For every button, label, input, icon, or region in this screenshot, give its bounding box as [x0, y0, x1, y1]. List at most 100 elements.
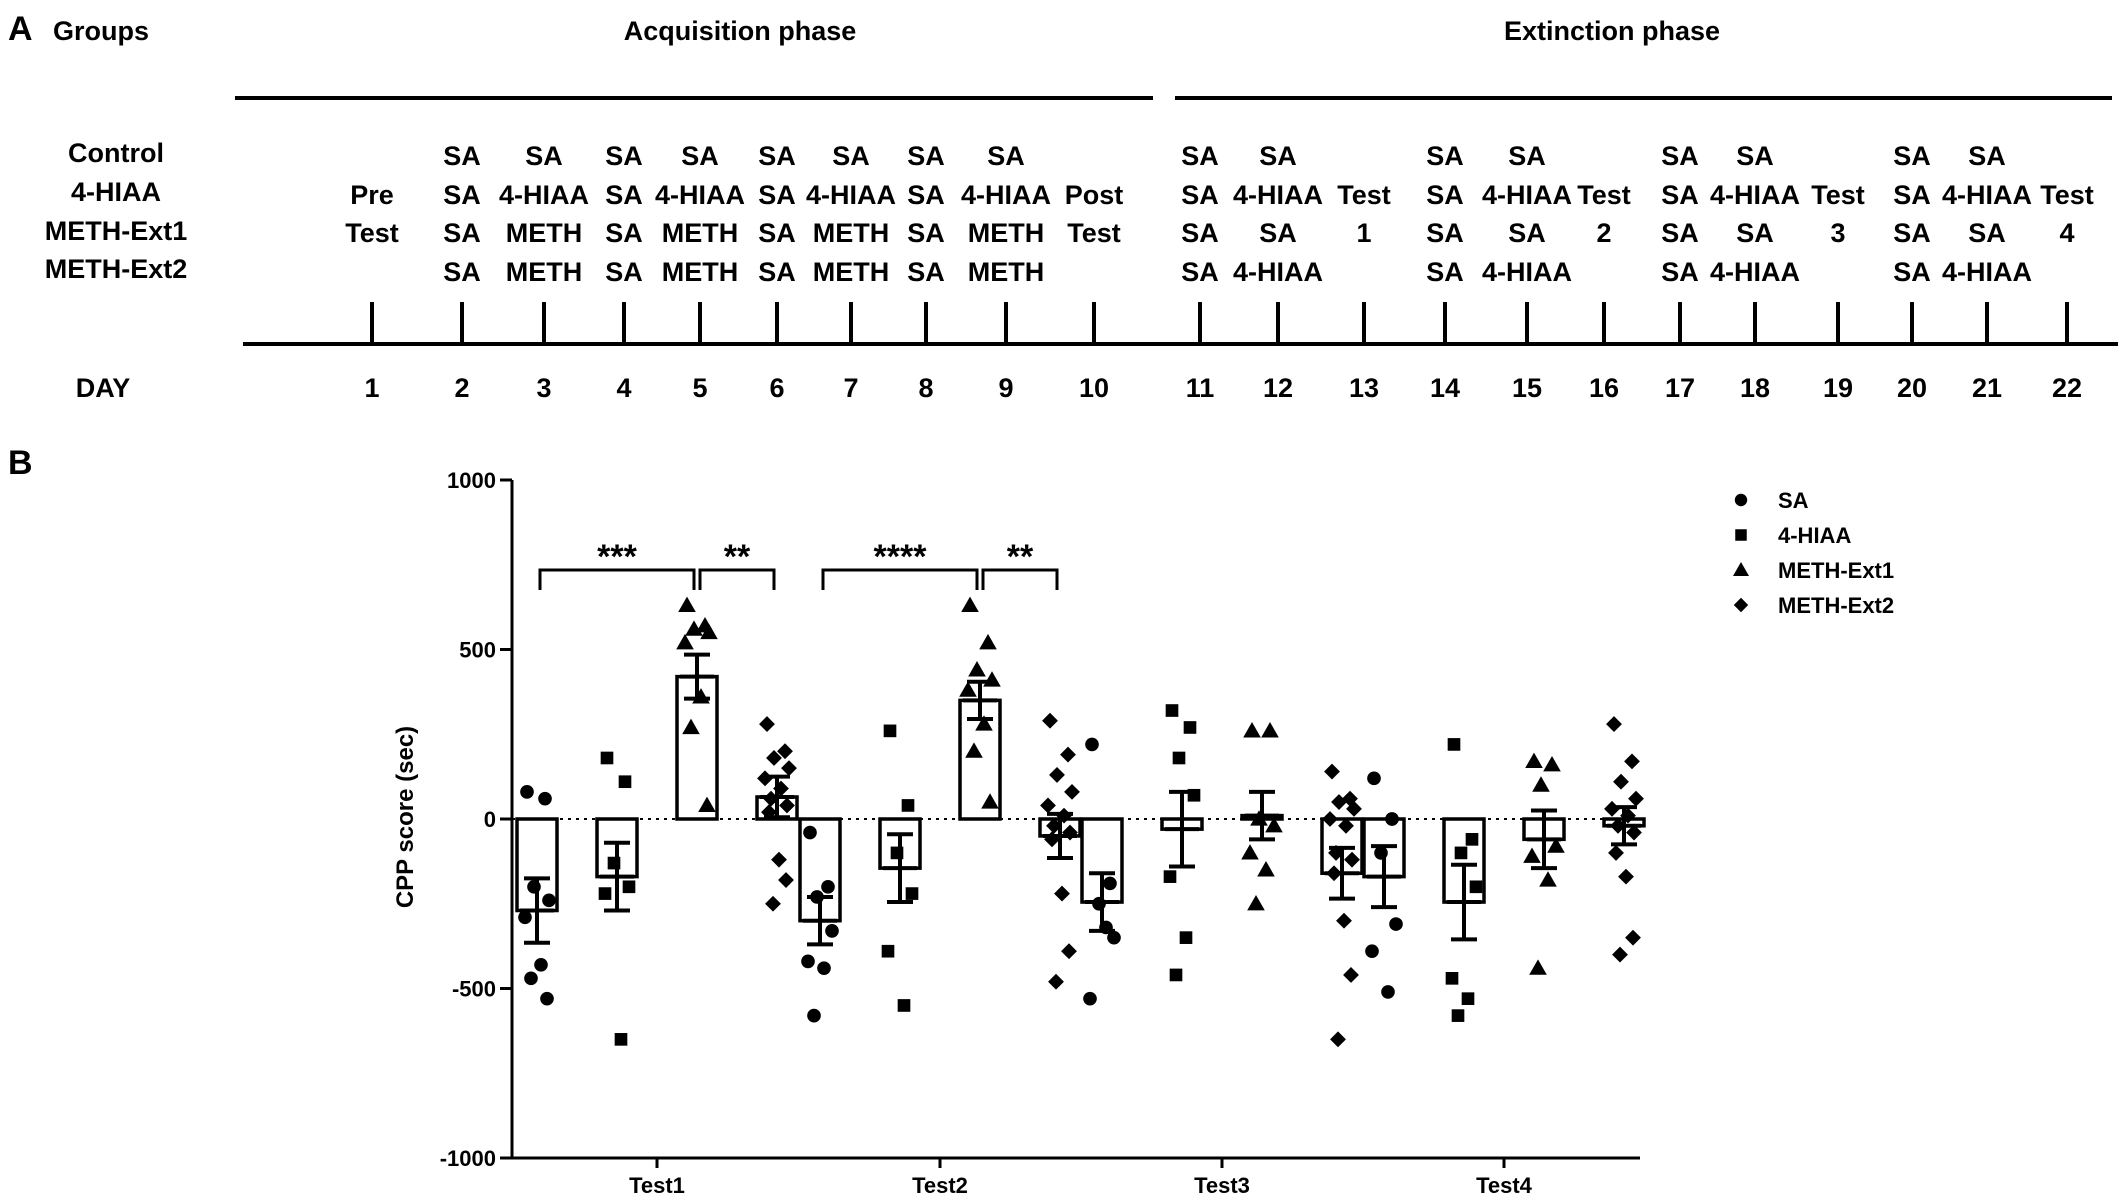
data-point	[1389, 917, 1403, 931]
data-point	[901, 799, 915, 812]
data-point	[1344, 851, 1360, 868]
significance-stars: ****	[874, 538, 928, 576]
schedule-cell: 4-HIAA	[1233, 180, 1323, 210]
data-point	[778, 872, 794, 888]
day-number: 10	[1079, 373, 1109, 403]
data-point	[883, 724, 897, 738]
data-point	[1107, 930, 1121, 945]
data-point	[1547, 837, 1565, 853]
day-number: 7	[843, 373, 858, 403]
data-point	[1048, 973, 1064, 990]
data-point	[1061, 943, 1077, 960]
data-point	[1385, 812, 1399, 826]
schedule-cell: 4-HIAA	[1942, 257, 2032, 287]
data-point	[1445, 972, 1459, 985]
data-point	[1172, 751, 1186, 765]
data-point	[1606, 716, 1622, 732]
schedule-cell: SA	[1508, 141, 1546, 171]
data-point	[1346, 800, 1362, 817]
schedule-cell: SA	[1661, 218, 1699, 248]
data-point	[817, 961, 831, 975]
day-number: 20	[1897, 373, 1927, 403]
schedule-cell: SA	[1893, 180, 1931, 210]
schedule-cell: 4-HIAA	[1482, 180, 1572, 210]
schedule-cell: SA	[605, 218, 643, 248]
schedule-cell: Test	[345, 218, 399, 248]
group-name-control: Control	[68, 138, 164, 168]
schedule-cell: SA	[1968, 141, 2006, 171]
schedule-cell: Test	[2040, 180, 2094, 210]
schedule-cell: 4-HIAA	[499, 180, 589, 210]
data-point	[781, 760, 797, 777]
day-number: 14	[1430, 373, 1460, 403]
schedule-cell: 4-HIAA	[961, 180, 1051, 210]
data-point	[524, 971, 538, 986]
day-number: 21	[1972, 373, 2002, 403]
schedule-cell: SA	[1181, 180, 1219, 210]
data-point	[1085, 737, 1099, 752]
significance-stars: **	[724, 538, 751, 576]
schedule-cell: SA	[443, 257, 481, 287]
schedule-cell: SA	[1259, 218, 1297, 248]
x-category-label: Test1	[629, 1173, 685, 1198]
schedule-cell: SA	[1661, 141, 1699, 171]
day-number: 8	[918, 373, 933, 403]
legend-entry-label: 4-HIAA	[1778, 523, 1851, 548]
data-point	[881, 944, 895, 958]
data-point	[698, 796, 716, 813]
data-point	[1103, 876, 1117, 891]
x-category-label: Test3	[1194, 1173, 1250, 1198]
schedule-cell: SA	[907, 257, 945, 287]
data-point	[618, 775, 632, 789]
schedule-cell: 1	[1356, 218, 1371, 248]
data-point	[1343, 967, 1359, 983]
data-point	[1179, 931, 1193, 944]
schedule-cell: 4-HIAA	[806, 180, 896, 210]
legend-marker	[1734, 493, 1748, 507]
schedule-cell: 4-HIAA	[655, 180, 745, 210]
data-point	[965, 742, 983, 758]
data-point	[1543, 755, 1561, 772]
schedule-cell: METH	[968, 218, 1045, 248]
schedule-cell: Post	[1065, 180, 1124, 210]
schedule-panel: A Groups Acquisition phase Extinction ph…	[8, 10, 2118, 403]
data-point	[1083, 991, 1097, 1006]
data-point	[518, 910, 532, 925]
data-point	[1042, 712, 1058, 729]
schedule-cell: METH	[662, 257, 739, 287]
data-point	[685, 620, 703, 636]
significance-bracket	[981, 568, 1059, 590]
data-point	[765, 895, 781, 912]
legend-entry-label: SA	[1778, 488, 1809, 513]
day-number: 1	[364, 373, 379, 403]
data-point	[1539, 871, 1557, 887]
data-point	[1336, 912, 1352, 929]
data-point	[1608, 844, 1624, 861]
data-point	[1054, 885, 1070, 902]
data-point	[678, 596, 696, 613]
schedule-cell: SA	[605, 180, 643, 210]
data-point	[1265, 816, 1283, 833]
data-point	[981, 793, 999, 809]
group-name-4hiaa: 4-HIAA	[71, 177, 161, 207]
significance-bracket	[821, 568, 979, 590]
y-tick-label: 500	[459, 638, 496, 663]
data-point	[1040, 797, 1056, 814]
schedule-cell: SA	[832, 141, 870, 171]
legend-entry-label: METH-Ext1	[1778, 558, 1894, 583]
schedule-cell: 3	[1830, 218, 1845, 248]
day-number: 19	[1823, 373, 1853, 403]
panel-a-label: A	[8, 10, 33, 48]
day-number: 17	[1665, 373, 1695, 403]
day-number: 2	[454, 373, 469, 403]
schedule-cell: SA	[1893, 218, 1931, 248]
data-point	[1469, 880, 1483, 894]
data-point	[1243, 722, 1261, 738]
schedule-cell: SA	[907, 218, 945, 248]
schedule-cell: SA	[758, 141, 796, 171]
data-point	[682, 718, 700, 735]
schedule-cell: Test	[1577, 180, 1631, 210]
data-point	[1257, 861, 1275, 877]
schedule-cell: SA	[443, 141, 481, 171]
